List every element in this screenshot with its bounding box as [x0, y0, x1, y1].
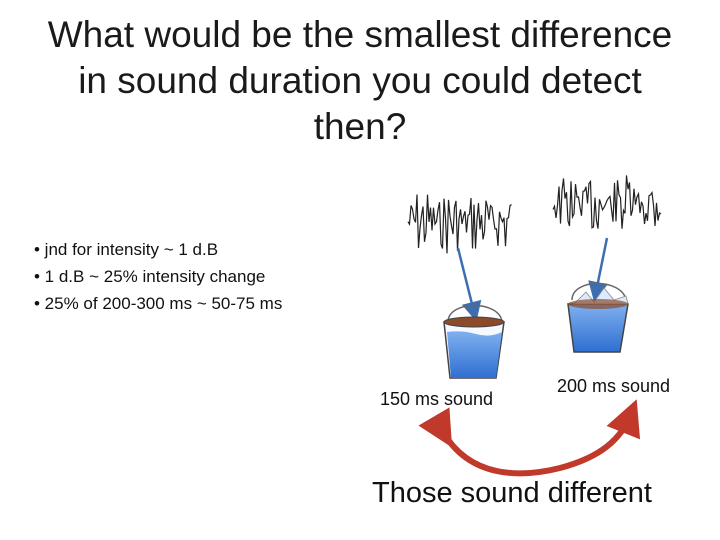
- bucket-short: [443, 304, 505, 379]
- conclusion-text: Those sound different: [372, 477, 652, 509]
- comparison-arrow: [418, 399, 641, 477]
- pointer-arrow-short: [456, 247, 482, 322]
- slide-title: What would be the smallest difference in…: [47, 14, 673, 147]
- bullet-jnd-intensity: • jnd for intensity ~ 1 d.B: [34, 240, 219, 259]
- bullet-db-intensity-change: • 1 d.B ~ 25% intensity change: [34, 267, 266, 286]
- bucket-long: [567, 282, 629, 353]
- bullet-list: • jnd for intensity ~ 1 d.B • 1 d.B ~ 25…: [34, 236, 282, 317]
- label-200ms: 200 ms sound: [557, 376, 671, 396]
- waveform-short: [407, 194, 512, 254]
- label-150ms: 150 ms sound: [380, 389, 494, 409]
- waveform-long: [552, 175, 662, 229]
- bullet-duration-range: • 25% of 200-300 ms ~ 50-75 ms: [34, 294, 283, 313]
